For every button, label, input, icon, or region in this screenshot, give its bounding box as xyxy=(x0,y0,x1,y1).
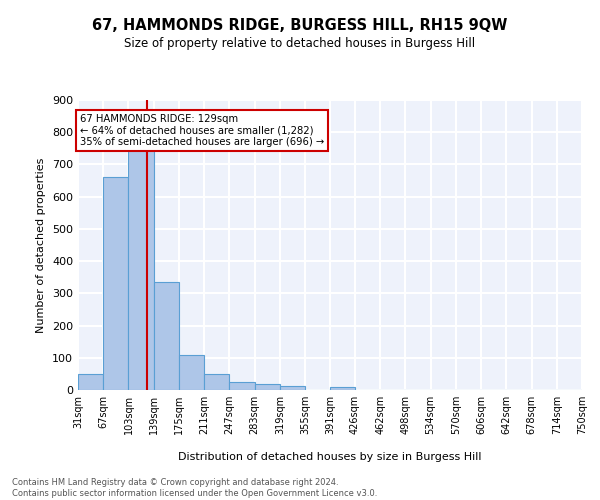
Bar xyxy=(254,384,280,390)
Text: Size of property relative to detached houses in Burgess Hill: Size of property relative to detached ho… xyxy=(124,38,476,51)
Bar xyxy=(103,178,128,390)
Text: 67, HAMMONDS RIDGE, BURGESS HILL, RH15 9QW: 67, HAMMONDS RIDGE, BURGESS HILL, RH15 9… xyxy=(92,18,508,32)
Text: 67 HAMMONDS RIDGE: 129sqm
← 64% of detached houses are smaller (1,282)
35% of se: 67 HAMMONDS RIDGE: 129sqm ← 64% of detac… xyxy=(80,114,325,146)
Bar xyxy=(179,355,204,390)
Y-axis label: Number of detached properties: Number of detached properties xyxy=(37,158,46,332)
Bar xyxy=(154,282,179,390)
Bar xyxy=(204,374,229,390)
Text: Contains HM Land Registry data © Crown copyright and database right 2024.
Contai: Contains HM Land Registry data © Crown c… xyxy=(12,478,377,498)
Bar xyxy=(78,374,103,390)
Bar xyxy=(229,382,254,390)
Text: Distribution of detached houses by size in Burgess Hill: Distribution of detached houses by size … xyxy=(178,452,482,462)
Bar xyxy=(280,386,305,390)
Bar xyxy=(331,388,355,390)
Bar xyxy=(128,149,154,390)
